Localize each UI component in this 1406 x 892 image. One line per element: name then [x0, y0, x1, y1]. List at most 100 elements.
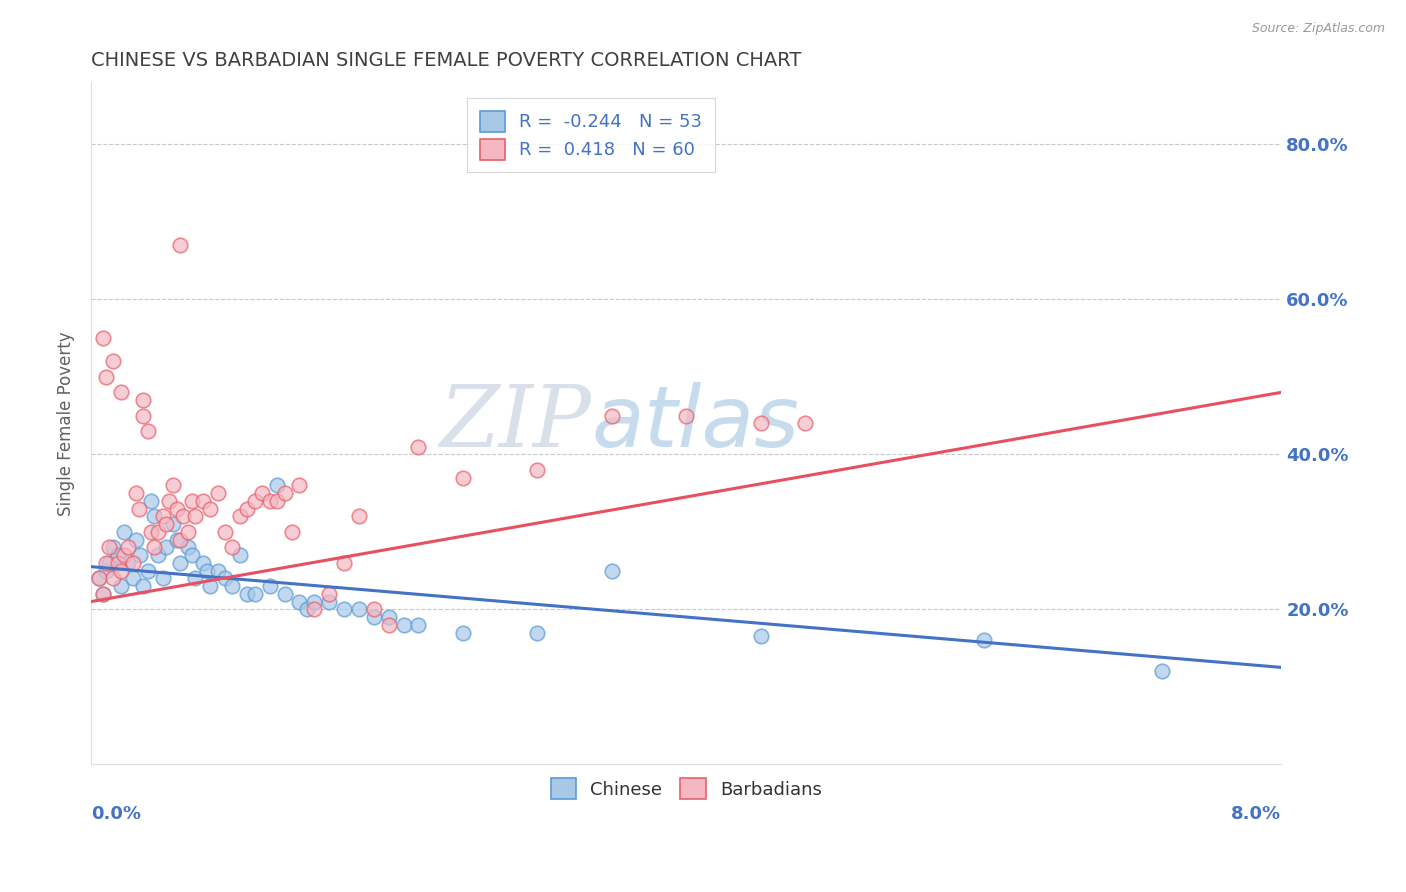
Point — [166, 501, 188, 516]
Point — [333, 602, 356, 616]
Text: 0.0%: 0.0% — [91, 805, 141, 823]
Point — [236, 587, 259, 601]
Point — [408, 617, 430, 632]
Point — [1152, 665, 1174, 679]
Point — [107, 556, 129, 570]
Point — [243, 587, 266, 601]
Point — [221, 579, 243, 593]
Text: CHINESE VS BARBADIAN SINGLE FEMALE POVERTY CORRELATION CHART: CHINESE VS BARBADIAN SINGLE FEMALE POVER… — [91, 51, 801, 70]
Point — [91, 331, 114, 345]
Point — [288, 594, 311, 608]
Point — [94, 369, 117, 384]
Point — [169, 533, 191, 547]
Point — [207, 564, 229, 578]
Point — [181, 493, 204, 508]
Point — [146, 548, 169, 562]
Point — [155, 516, 177, 531]
Point — [243, 493, 266, 508]
Point — [91, 587, 114, 601]
Point — [129, 548, 152, 562]
Point — [87, 571, 110, 585]
Point — [166, 533, 188, 547]
Point — [157, 493, 180, 508]
Point — [281, 524, 304, 539]
Point — [304, 602, 326, 616]
Point — [98, 541, 121, 555]
Point — [973, 633, 995, 648]
Point — [236, 501, 259, 516]
Point — [112, 524, 135, 539]
Point — [110, 385, 132, 400]
Point — [318, 594, 340, 608]
Point — [259, 493, 281, 508]
Point — [794, 417, 817, 431]
Point — [121, 571, 143, 585]
Point — [214, 571, 236, 585]
Point — [600, 409, 623, 423]
Y-axis label: Single Female Poverty: Single Female Poverty — [58, 331, 75, 516]
Point — [103, 571, 125, 585]
Point — [191, 556, 214, 570]
Point — [526, 625, 548, 640]
Point — [377, 617, 399, 632]
Point — [132, 579, 155, 593]
Point — [162, 516, 184, 531]
Point — [162, 478, 184, 492]
Point — [318, 587, 340, 601]
Point — [117, 541, 139, 555]
Point — [198, 579, 221, 593]
Point — [152, 571, 174, 585]
Point — [112, 548, 135, 562]
Point — [181, 548, 204, 562]
Point — [177, 541, 200, 555]
Point — [207, 486, 229, 500]
Point — [146, 524, 169, 539]
Point — [155, 541, 177, 555]
Point — [87, 571, 110, 585]
Point — [273, 587, 295, 601]
Point — [408, 440, 430, 454]
Point — [136, 564, 159, 578]
Point — [103, 354, 125, 368]
Point — [198, 501, 221, 516]
Point — [132, 409, 155, 423]
Point — [392, 617, 415, 632]
Point — [169, 556, 191, 570]
Point — [347, 509, 370, 524]
Text: 8.0%: 8.0% — [1232, 805, 1281, 823]
Point — [229, 548, 252, 562]
Point — [195, 564, 218, 578]
Point — [259, 579, 281, 593]
Point — [184, 509, 207, 524]
Point — [184, 571, 207, 585]
Point — [142, 541, 165, 555]
Point — [94, 564, 117, 578]
Point — [451, 470, 474, 484]
Point — [139, 524, 162, 539]
Text: ZIP: ZIP — [439, 382, 591, 465]
Text: atlas: atlas — [591, 382, 799, 465]
Point — [451, 625, 474, 640]
Point — [229, 509, 252, 524]
Point — [675, 409, 697, 423]
Point — [252, 486, 274, 500]
Point — [304, 594, 326, 608]
Point — [117, 556, 139, 570]
Point — [152, 509, 174, 524]
Point — [128, 501, 150, 516]
Point — [288, 478, 311, 492]
Point — [273, 486, 295, 500]
Point — [172, 509, 194, 524]
Point — [214, 524, 236, 539]
Point — [333, 556, 356, 570]
Point — [363, 602, 385, 616]
Point — [295, 602, 318, 616]
Point — [749, 629, 772, 643]
Point — [125, 486, 148, 500]
Point — [600, 564, 623, 578]
Point — [103, 541, 125, 555]
Point — [142, 509, 165, 524]
Point — [110, 564, 132, 578]
Point — [110, 579, 132, 593]
Point — [98, 556, 121, 570]
